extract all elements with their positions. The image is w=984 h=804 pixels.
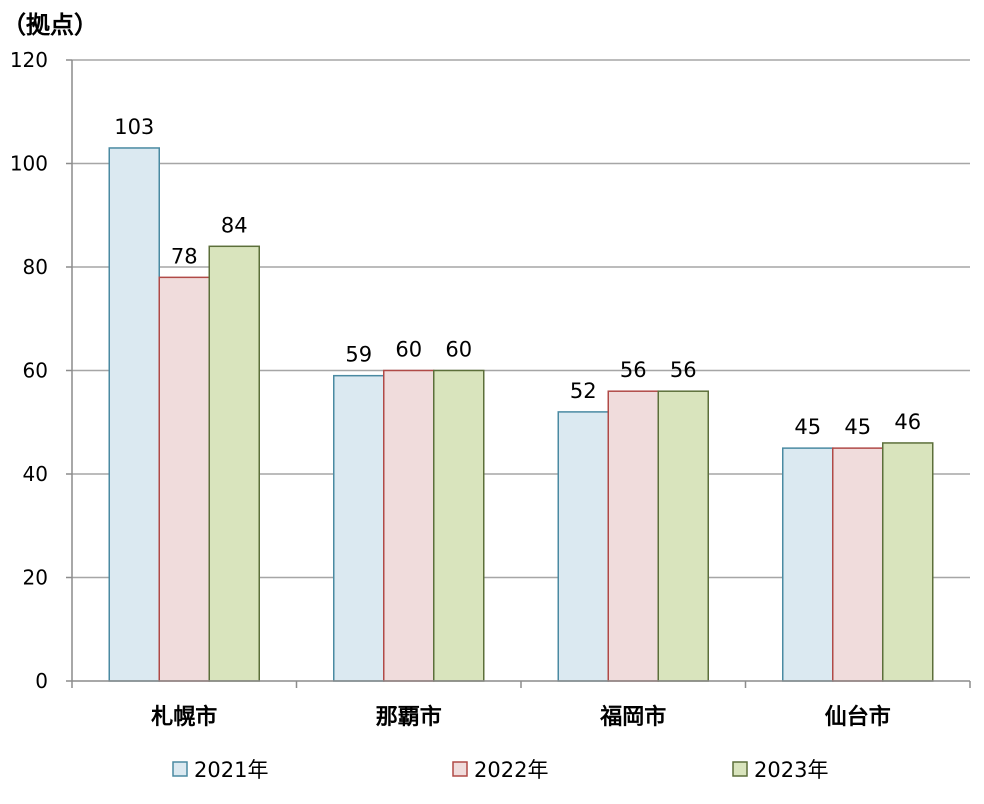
data-label: 46: [894, 410, 921, 434]
bar-2021年-那覇市: [333, 374, 385, 682]
bar-2023年-那覇市: [433, 369, 485, 682]
legend-label: 2022年: [474, 758, 548, 782]
bar-2022年-仙台市: [832, 447, 884, 682]
y-tick-label: 80: [23, 255, 48, 279]
data-label: 56: [670, 358, 697, 382]
bar-2023年-札幌市: [208, 245, 260, 682]
y-tick-label: 120: [10, 48, 48, 72]
bar-2022年-札幌市: [158, 276, 210, 682]
data-label: 60: [445, 338, 472, 362]
legend-label: 2021年: [194, 758, 268, 782]
bar-2023年-仙台市: [882, 442, 934, 682]
category-label: 福岡市: [599, 704, 666, 730]
category-label: 札幌市: [150, 704, 217, 730]
y-tick-label: 40: [23, 462, 48, 486]
data-label: 52: [570, 379, 597, 403]
bars: 103 78 84 59 60 60 52 56 56 45 45 46: [108, 115, 934, 682]
data-label: 56: [620, 358, 647, 382]
legend-label: 2023年: [754, 758, 828, 782]
bar-2022年-那覇市: [383, 369, 435, 682]
bar-2021年-仙台市: [782, 447, 834, 682]
bar-2022年-福岡市: [607, 390, 659, 682]
data-label: 78: [171, 244, 198, 268]
data-label: 84: [221, 213, 248, 237]
data-label: 103: [114, 115, 154, 139]
legend-swatch: [172, 761, 188, 777]
y-tick-label: 0: [35, 669, 48, 693]
y-tick-label: 100: [10, 152, 48, 176]
data-label: 45: [794, 415, 821, 439]
data-label: 59: [345, 343, 372, 367]
legend: 2021年 2022年 2023年: [172, 758, 828, 782]
y-axis-unit-label: （拠点）: [2, 11, 98, 39]
legend-swatch: [732, 761, 748, 777]
y-tick-label: 20: [23, 566, 48, 590]
data-label: 60: [395, 338, 422, 362]
axes: [66, 59, 971, 688]
y-tick-label: 60: [23, 359, 48, 383]
bar-2021年-福岡市: [557, 411, 609, 682]
bar-2021年-札幌市: [108, 147, 160, 682]
bar-2023年-福岡市: [657, 390, 709, 682]
category-label: 仙台市: [825, 704, 891, 730]
y-axis-ticks: 0 20 40 60 80 100 120: [10, 48, 48, 693]
category-labels: 札幌市 那覇市 福岡市 仙台市: [150, 704, 891, 730]
data-label: 45: [844, 415, 871, 439]
category-label: 那覇市: [376, 704, 442, 730]
legend-swatch: [452, 761, 468, 777]
